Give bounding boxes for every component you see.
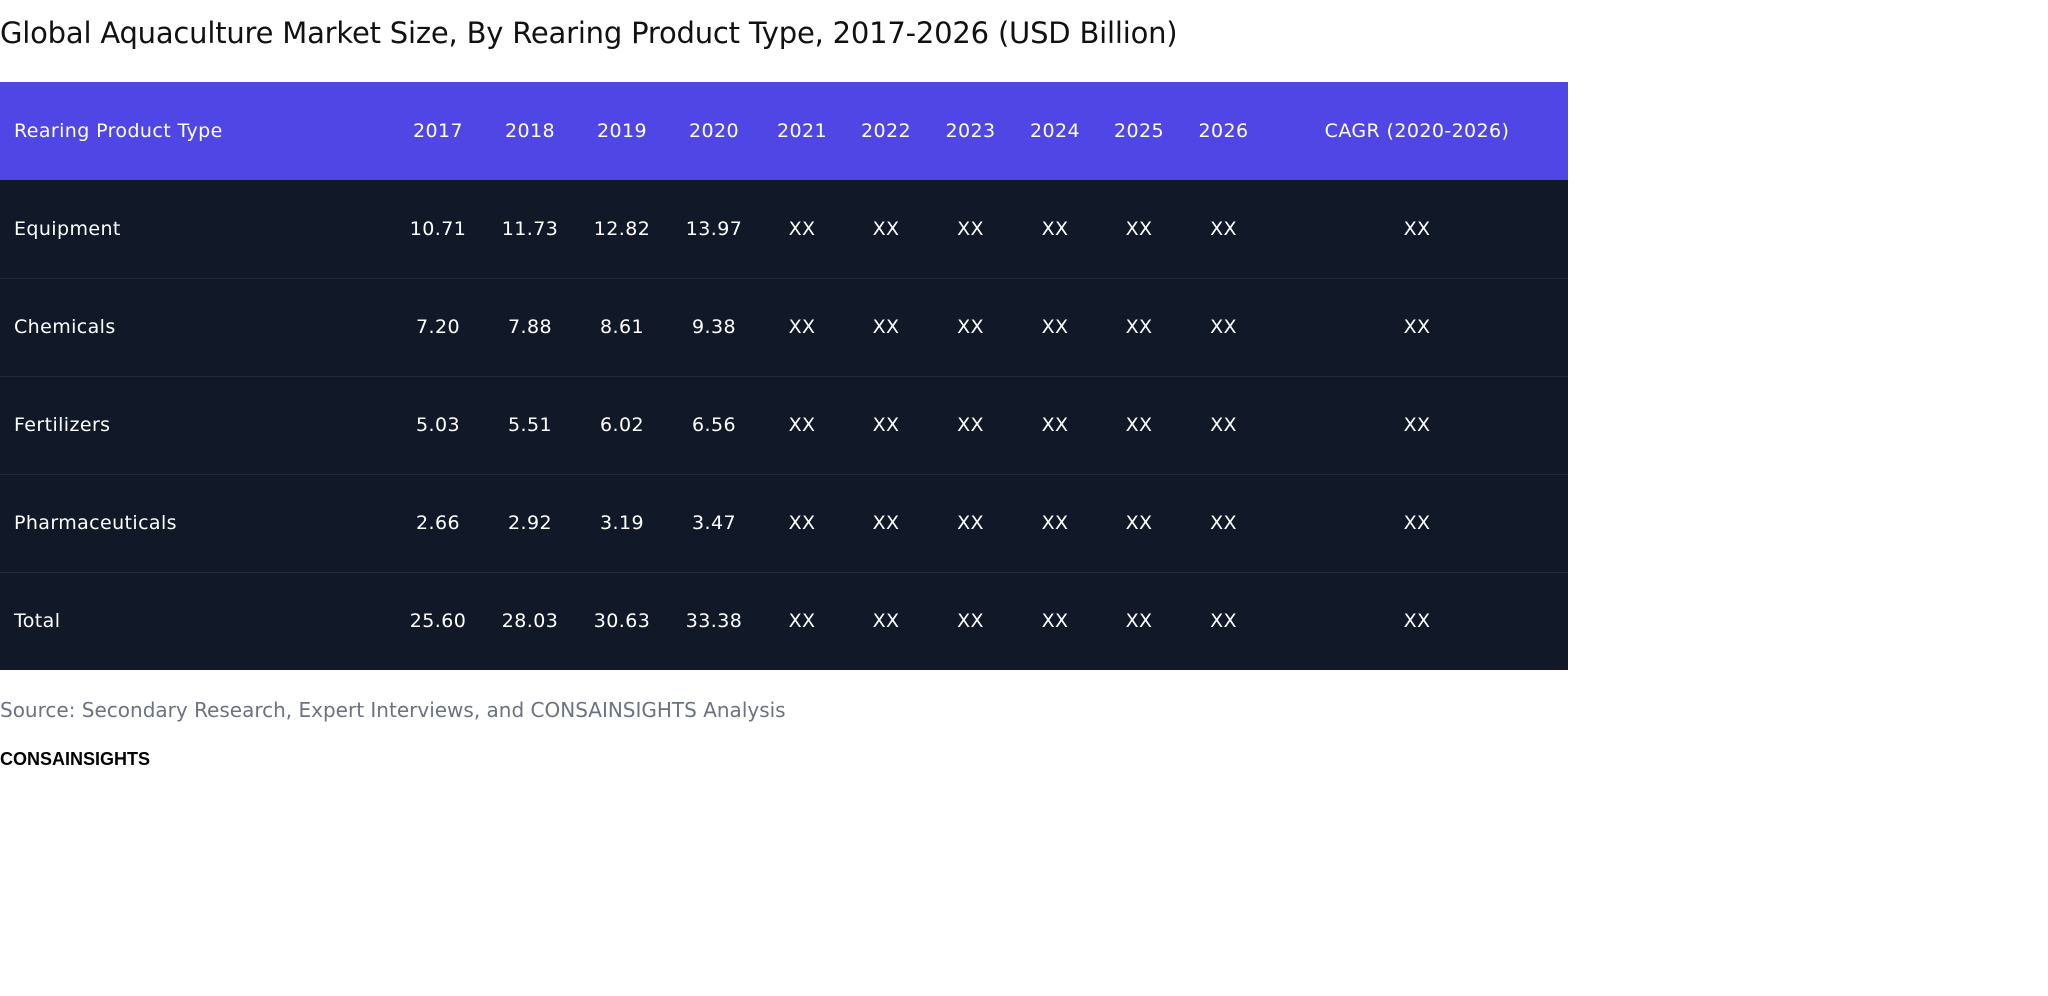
table-cell: 13.97 — [685, 217, 743, 240]
table-cell: XX — [1403, 610, 1431, 633]
table-cell: XX — [1210, 512, 1237, 534]
table-row: Equipment 10.71 11.73 12.82 13.97 XX XX XX XX XX X… — [0, 180, 1568, 278]
table-cell: XX — [1403, 512, 1431, 534]
brand-logo: CONSAINSIGHTS — [0, 749, 151, 769]
table-cell: XX — [1403, 414, 1431, 436]
column-header: 2022 — [861, 120, 911, 142]
table-cell: XX — [872, 414, 900, 436]
table-cell: 6.56 — [692, 414, 736, 436]
row-label: Equipment — [14, 217, 121, 240]
table-cell: XX — [1210, 414, 1237, 436]
table-cell: XX — [1125, 512, 1153, 534]
table-cell: XX — [788, 217, 816, 240]
table-cell: XX — [1041, 217, 1069, 240]
table-cell: 9.38 — [692, 316, 736, 338]
column-header: 2023 — [945, 120, 996, 142]
chart-title: Global Aquaculture Market Size, By Reari… — [0, 16, 1178, 50]
table-cell: 28.03 — [501, 610, 559, 633]
table-cell: XX — [957, 414, 984, 436]
row-label: Fertilizers — [14, 414, 111, 436]
table-cell: 5.03 — [416, 414, 460, 436]
row-label: Total — [14, 610, 61, 633]
column-header-category: Rearing Product Type — [14, 120, 223, 142]
column-header: 2020 — [689, 120, 739, 142]
table-cell: XX — [788, 512, 816, 534]
table-cell: XX — [788, 610, 816, 633]
table-cell: XX — [957, 217, 984, 240]
column-header: 2026 — [1198, 120, 1249, 142]
column-header: 2018 — [505, 120, 555, 142]
table-cell: 8.61 — [600, 316, 644, 338]
row-label: Chemicals — [14, 316, 116, 338]
table-cell: XX — [1041, 316, 1069, 338]
table-cell: 7.88 — [508, 316, 552, 338]
table-cell: 2.66 — [416, 512, 460, 534]
column-header: CAGR (2020-2026) — [1324, 120, 1510, 142]
table-cell: XX — [1041, 414, 1069, 436]
table-cell: XX — [957, 512, 984, 534]
table-cell: XX — [1125, 610, 1153, 633]
table-cell: XX — [872, 217, 900, 240]
table-cell: XX — [872, 512, 900, 534]
table-cell: 3.19 — [600, 512, 644, 534]
table-header-row: Rearing Product Type 2017 2018 2019 2020 2021… — [0, 82, 1568, 180]
table-cell: XX — [1210, 316, 1237, 338]
table-cell: 11.73 — [501, 217, 559, 240]
table-cell: XX — [957, 610, 984, 633]
table-cell: XX — [1403, 217, 1431, 240]
table-cell: XX — [872, 316, 900, 338]
table-cell: 10.71 — [409, 217, 467, 240]
table-cell: XX — [1125, 316, 1153, 338]
table-cell: 25.60 — [409, 610, 467, 633]
column-header: 2017 — [413, 120, 463, 142]
column-header: 2024 — [1030, 120, 1080, 142]
column-header: 2019 — [597, 120, 647, 142]
table-cell: XX — [788, 414, 816, 436]
table-cell: XX — [872, 610, 900, 633]
table-row: Pharmaceuticals 2.66 2.92 3.19 3.47 XX XX XX XX X… — [0, 474, 1568, 572]
table-cell: 12.82 — [593, 217, 651, 240]
table-cell: 5.51 — [508, 414, 552, 436]
table-cell: XX — [1210, 217, 1237, 240]
column-header: 2025 — [1114, 120, 1164, 142]
table-row: Total 25.60 28.03 30.63 33.38 XX XX XX XX XX XX XX — [0, 572, 1568, 670]
table-row: Fertilizers 5.03 5.51 6.02 6.56 XX XX XX XX XX XX X… — [0, 376, 1568, 474]
table-cell: XX — [1125, 217, 1153, 240]
table-cell: XX — [788, 316, 816, 338]
market-size-table: Rearing Product Type 2017 2018 2019 2020 2021… — [0, 82, 1568, 670]
table-cell: 3.47 — [692, 512, 736, 534]
table-body: Equipment 10.71 11.73 12.82 13.97 XX XX XX XX XX X… — [0, 180, 1568, 670]
source-note: Source: Secondary Research, Expert Inter… — [0, 698, 786, 722]
table-cell: XX — [1041, 512, 1069, 534]
table-cell: XX — [1210, 610, 1237, 633]
table-row: Chemicals 7.20 7.88 8.61 9.38 XX XX XX XX XX XX XX — [0, 278, 1568, 376]
row-label: Pharmaceuticals — [14, 512, 177, 534]
table-cell: XX — [1041, 610, 1069, 633]
column-header: 2021 — [777, 120, 827, 142]
table-cell: 2.92 — [508, 512, 552, 534]
table-cell: 30.63 — [593, 610, 651, 633]
table-cell: 6.02 — [600, 414, 644, 436]
table-cell: XX — [1403, 316, 1431, 338]
table-cell: XX — [957, 316, 984, 338]
table-cell: 33.38 — [685, 610, 743, 633]
table-cell: XX — [1125, 414, 1153, 436]
table-cell: 7.20 — [416, 316, 460, 338]
